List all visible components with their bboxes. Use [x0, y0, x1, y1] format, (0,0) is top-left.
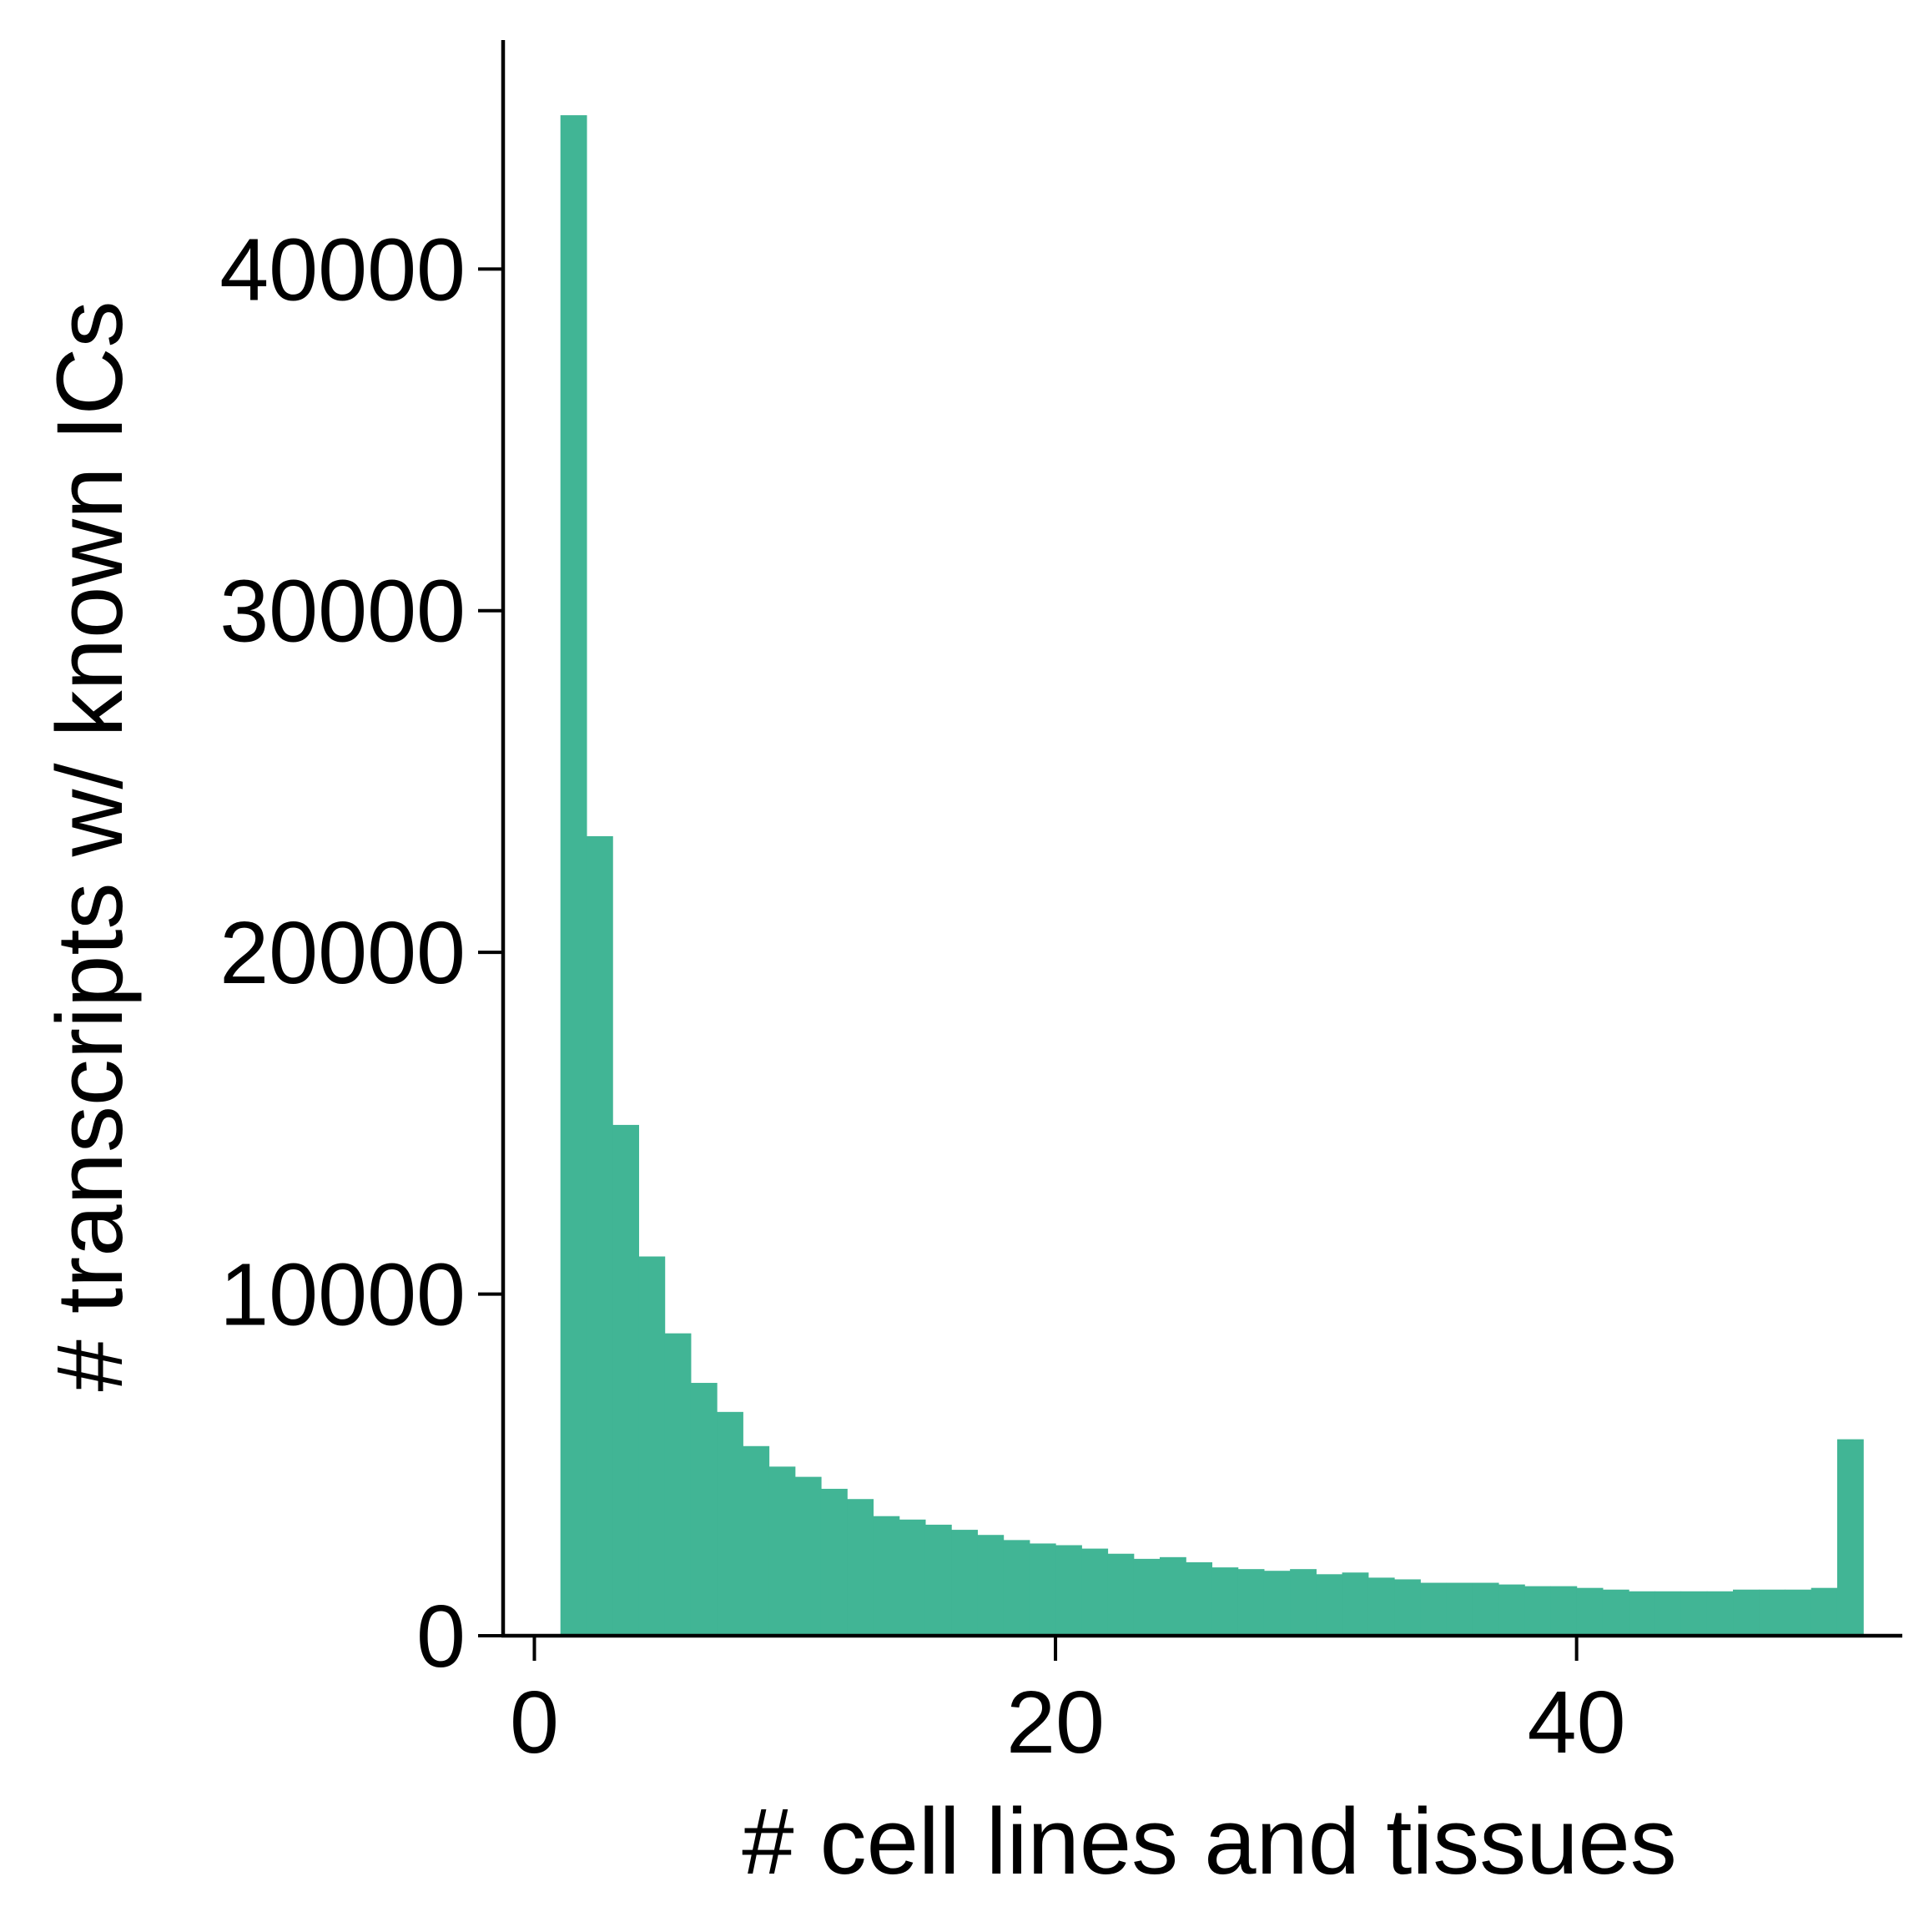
histogram-bar — [1602, 1589, 1629, 1636]
histogram-bar — [1081, 1548, 1109, 1636]
histogram-bar — [1290, 1569, 1317, 1636]
histogram-bar — [820, 1488, 848, 1636]
histogram-bar — [586, 835, 613, 1636]
histogram-bar — [1133, 1558, 1161, 1636]
histogram-bar — [899, 1519, 926, 1636]
histogram-bar — [1055, 1545, 1082, 1636]
x-axis-ticks: 0 20 40 — [510, 1636, 1626, 1772]
histogram-bar — [1394, 1579, 1421, 1636]
y-axis-label: # transcripts w/ known ICs — [38, 300, 142, 1391]
y-tick-label: 10000 — [219, 1246, 466, 1344]
x-axis-label: # cell lines and tissues — [742, 1789, 1677, 1894]
histogram-bar — [743, 1445, 770, 1636]
histogram-bar — [1237, 1569, 1265, 1636]
histogram-bar — [1316, 1574, 1343, 1636]
x-tick-label: 40 — [1528, 1673, 1626, 1772]
histogram-bar — [1524, 1586, 1552, 1636]
histogram-bar — [1550, 1586, 1578, 1636]
histogram-bar — [1733, 1589, 1760, 1636]
histogram-bar — [1342, 1572, 1369, 1636]
y-tick-label: 40000 — [219, 220, 466, 319]
histogram-bar — [924, 1524, 952, 1636]
histogram-bar — [1263, 1571, 1291, 1636]
histogram-bar — [560, 115, 587, 1636]
histogram-bar — [717, 1411, 743, 1636]
histogram-bar — [1211, 1567, 1239, 1636]
histogram-bar — [1655, 1591, 1682, 1636]
histogram-bar — [1498, 1584, 1525, 1636]
y-axis-ticks: 0 10000 20000 30000 40000 — [219, 220, 503, 1686]
histogram-bar — [1029, 1543, 1056, 1636]
histogram-bars — [560, 115, 1864, 1636]
histogram-bar — [1159, 1556, 1186, 1636]
histogram-bar — [1785, 1589, 1812, 1636]
histogram-bar — [612, 1124, 639, 1636]
histogram-bar — [1186, 1561, 1213, 1636]
histogram-bar — [951, 1530, 978, 1636]
histogram-bar — [977, 1535, 1005, 1636]
histogram-bar — [1420, 1582, 1448, 1636]
histogram-bar — [1706, 1591, 1734, 1636]
histogram-bar — [1472, 1582, 1499, 1636]
histogram-bar — [1680, 1591, 1708, 1636]
histogram-bar — [690, 1383, 718, 1636]
histogram-bar — [1576, 1587, 1604, 1636]
histogram-bar — [1446, 1582, 1473, 1636]
histogram-bar — [1759, 1589, 1786, 1636]
histogram-bar — [1107, 1553, 1135, 1636]
histogram-bar — [638, 1256, 666, 1636]
histogram-bar — [1367, 1577, 1395, 1636]
histogram-bar — [1003, 1540, 1030, 1636]
histogram-bar — [847, 1499, 874, 1636]
histogram-bar — [1629, 1591, 1655, 1636]
histogram-bar — [1836, 1439, 1864, 1636]
x-tick-label: 0 — [510, 1673, 559, 1772]
y-tick-label: 0 — [416, 1587, 466, 1686]
y-tick-label: 30000 — [219, 562, 466, 661]
histogram-bar — [768, 1466, 796, 1636]
x-tick-label: 20 — [1006, 1673, 1105, 1772]
histogram-bar — [794, 1476, 822, 1636]
histogram-bar — [664, 1333, 692, 1636]
y-tick-label: 20000 — [219, 904, 466, 1002]
histogram-bar — [873, 1516, 900, 1636]
histogram-bar — [1811, 1587, 1838, 1636]
